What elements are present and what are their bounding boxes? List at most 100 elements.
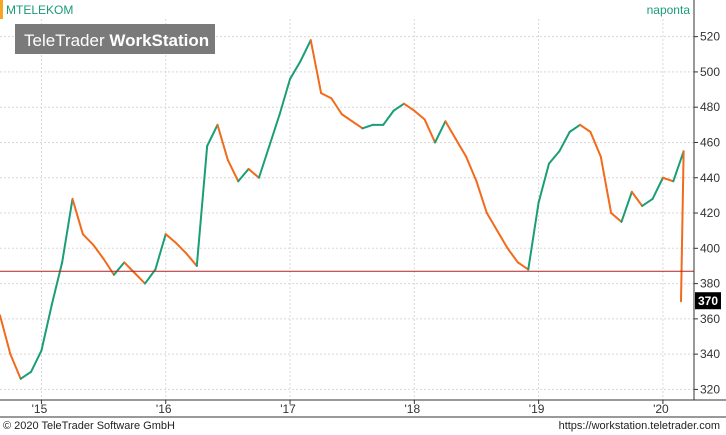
symbol-label: MTELEKOM <box>6 3 73 17</box>
price-segment <box>102 257 115 276</box>
brand-logo: TeleTrader WorkStation <box>24 31 209 50</box>
price-segment <box>475 180 488 215</box>
price-segment <box>81 233 95 246</box>
price-segment <box>309 39 323 95</box>
price-segment <box>506 247 519 264</box>
price-segment <box>299 39 312 63</box>
y-tick-label: 460 <box>700 135 720 149</box>
y-tick-label: 440 <box>700 171 720 185</box>
x-tick-label: '17 <box>280 402 296 416</box>
price-segment <box>195 145 209 267</box>
x-tick-label: '18 <box>405 402 421 416</box>
y-tick-label: 320 <box>700 382 720 396</box>
chart-marks <box>0 39 685 380</box>
chart-grid <box>0 19 694 400</box>
price-segment <box>175 242 188 255</box>
price-segment <box>630 190 644 207</box>
last-price-badge <box>695 292 721 310</box>
price-segment <box>61 197 74 264</box>
price-segment <box>661 176 675 183</box>
y-tick-label: 360 <box>700 312 720 326</box>
source-url[interactable]: https://workstation.teletrader.com <box>558 420 720 432</box>
price-segment <box>0 314 12 356</box>
x-tick-label: '20 <box>653 402 669 416</box>
price-segment <box>537 162 550 204</box>
chart-frame <box>0 0 726 418</box>
y-tick-label: 400 <box>700 241 720 255</box>
price-segment <box>465 155 478 183</box>
price-segment <box>641 197 654 207</box>
price-segment <box>320 92 333 100</box>
price-segment <box>680 150 685 303</box>
price-segment <box>330 97 343 116</box>
y-tick-label: 380 <box>700 277 720 291</box>
price-segment <box>268 113 281 147</box>
price-segment <box>216 123 229 162</box>
price-segment <box>237 167 250 183</box>
price-segment <box>610 212 623 223</box>
price-segment <box>589 130 602 158</box>
price-segment <box>382 109 395 126</box>
chart-background <box>0 0 726 418</box>
y-tick-label: 480 <box>700 100 720 114</box>
price-segment <box>257 145 271 179</box>
price-segment <box>133 272 147 285</box>
price-segment <box>247 167 260 179</box>
x-tick-label: '16 <box>156 402 172 416</box>
price-segment <box>361 123 374 130</box>
price-segment <box>672 150 685 183</box>
price-segment <box>226 159 240 183</box>
price-segment <box>579 123 592 133</box>
x-tick-label: '19 <box>529 402 545 416</box>
price-segment <box>568 123 582 133</box>
price-segment <box>40 303 53 352</box>
chart-overlay: 370 MTELEKOM naponta TeleTrader WorkStation <box>6 3 721 310</box>
price-segment <box>485 212 499 232</box>
price-segment <box>434 120 447 144</box>
chart-axes: 320 340 360 380 400 420 440 460 480 500 520 '15 '16 '… <box>32 30 721 416</box>
interval-label: naponta <box>647 3 691 17</box>
price-segment <box>185 252 198 267</box>
price-segment <box>19 370 33 380</box>
price-segment <box>558 130 571 153</box>
price-segment <box>527 201 540 271</box>
price-chart: 320 340 360 380 400 420 440 460 480 500 520 '15 '16 '… <box>0 0 726 418</box>
accent-bar <box>0 0 3 19</box>
y-tick-label: 520 <box>700 30 720 44</box>
price-segment <box>423 118 437 144</box>
price-segment <box>9 353 22 380</box>
price-segment <box>547 150 561 165</box>
copyright-text: © 2020 TeleTrader Software GmbH <box>3 420 175 432</box>
price-segment <box>50 261 64 306</box>
price-segment <box>496 229 509 250</box>
price-segment <box>71 197 84 236</box>
price-segment <box>340 113 354 123</box>
price-segment <box>30 349 43 373</box>
brand-bold: WorkStation <box>109 31 209 50</box>
price-segment <box>164 233 178 245</box>
price-segment <box>278 77 292 116</box>
price-segment <box>112 261 126 276</box>
y-tick-label: 500 <box>700 65 720 79</box>
last-price-label: 370 <box>698 294 718 308</box>
price-segment <box>444 120 457 140</box>
price-segment <box>92 243 105 260</box>
price-segment <box>651 176 664 200</box>
x-tick-label: '15 <box>32 402 48 416</box>
price-segment <box>599 155 613 215</box>
price-segment <box>351 120 364 130</box>
y-tick-label: 340 <box>700 347 720 361</box>
price-segment <box>402 102 416 112</box>
price-segment <box>289 60 302 80</box>
brand-light: TeleTrader <box>24 31 109 50</box>
footer: © 2020 TeleTrader Software GmbH https://… <box>0 418 726 435</box>
price-segment <box>144 268 157 285</box>
price-segment <box>454 137 468 158</box>
price-segment <box>413 109 426 121</box>
price-segment <box>620 190 633 223</box>
y-tick-label: 420 <box>700 206 720 220</box>
price-segment <box>206 123 219 147</box>
price-segment <box>154 233 167 271</box>
price-segment <box>392 102 405 112</box>
brand-box <box>15 24 215 54</box>
